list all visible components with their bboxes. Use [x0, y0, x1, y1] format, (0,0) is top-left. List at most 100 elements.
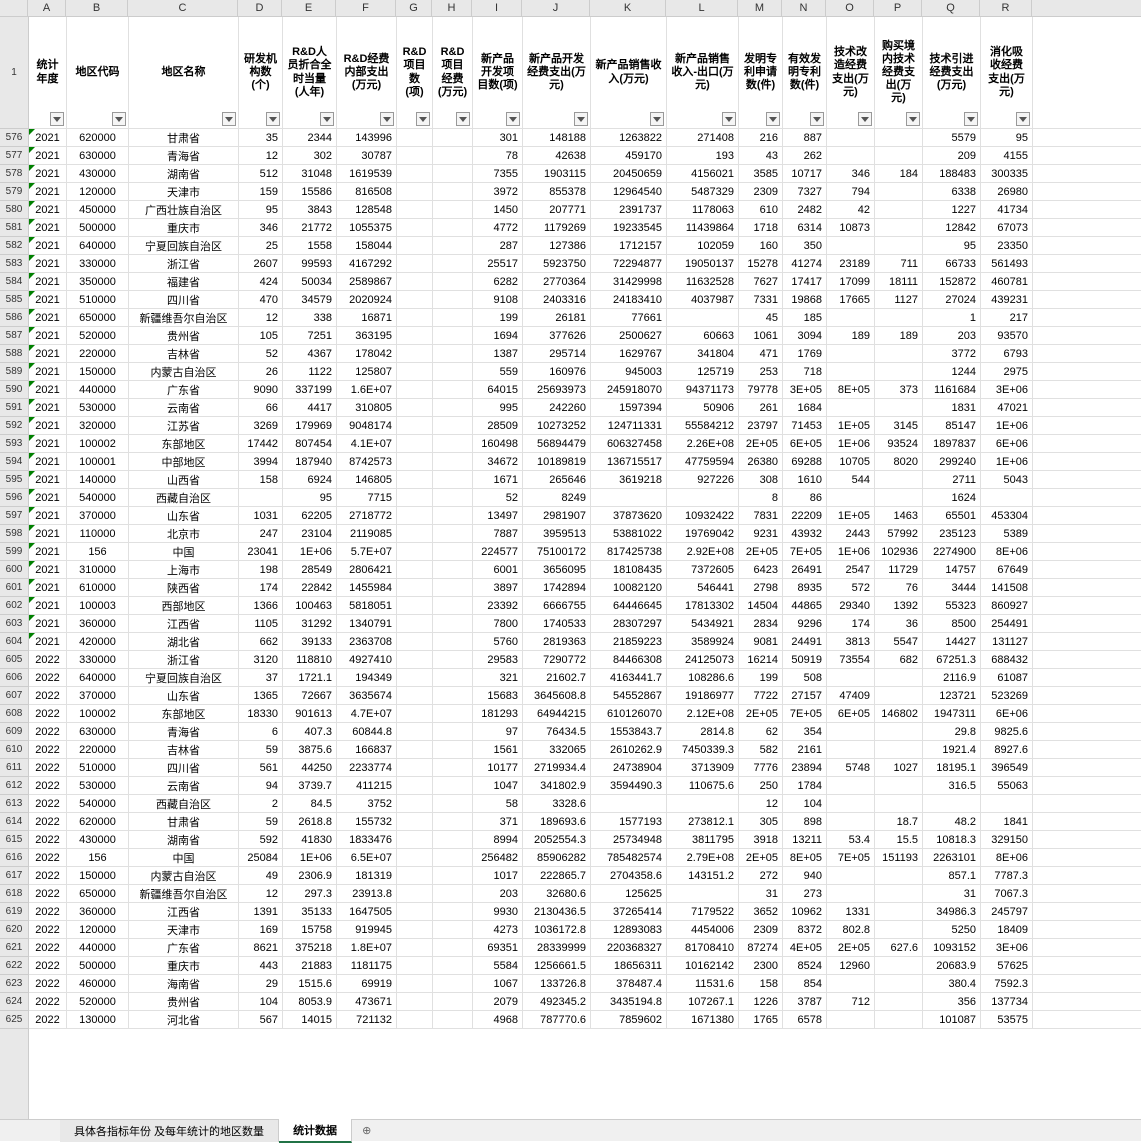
cell[interactable]: 3772	[923, 345, 981, 362]
cell[interactable]: 29.8	[923, 723, 981, 740]
cell[interactable]: 8020	[875, 453, 923, 470]
filter-dropdown-icon[interactable]	[506, 112, 520, 126]
cell[interactable]: 540000	[67, 795, 129, 812]
cell[interactable]: 26181	[523, 309, 591, 326]
cell[interactable]: 24738904	[591, 759, 667, 776]
cell[interactable]	[433, 309, 473, 326]
cell[interactable]: 2021	[29, 417, 67, 434]
cell[interactable]: 2021	[29, 327, 67, 344]
row-header[interactable]: 596	[0, 489, 28, 507]
cell[interactable]: 2E+05	[739, 849, 783, 866]
cell[interactable]: 20450659	[591, 165, 667, 182]
cell[interactable]: 1455984	[337, 579, 397, 596]
cell[interactable]: 31048	[283, 165, 337, 182]
cell[interactable]: 18409	[981, 921, 1033, 938]
column-header-B[interactable]: B	[66, 0, 128, 16]
row-header[interactable]: 623	[0, 975, 28, 993]
cell[interactable]: 620000	[67, 129, 129, 146]
cell[interactable]	[667, 489, 739, 506]
cell[interactable]: 540000	[67, 489, 129, 506]
cell[interactable]	[433, 957, 473, 974]
cell[interactable]: 山东省	[129, 507, 239, 524]
cell[interactable]: 2116.9	[923, 669, 981, 686]
cell[interactable]: 224577	[473, 543, 523, 560]
cell[interactable]: 1712157	[591, 237, 667, 254]
cell[interactable]	[875, 957, 923, 974]
cell[interactable]	[433, 651, 473, 668]
cell[interactable]: 207771	[523, 201, 591, 218]
cell[interactable]	[875, 993, 923, 1010]
cell[interactable]: 3E+06	[981, 939, 1033, 956]
cell[interactable]: 2021	[29, 183, 67, 200]
cell[interactable]: 272	[739, 867, 783, 884]
cell[interactable]: 523269	[981, 687, 1033, 704]
cell[interactable]: 102936	[875, 543, 923, 560]
row-header[interactable]: 614	[0, 813, 28, 831]
cell[interactable]: 5.7E+07	[337, 543, 397, 560]
cell[interactable]: 265646	[523, 471, 591, 488]
cell[interactable]: 220368327	[591, 939, 667, 956]
cell[interactable]: 20683.9	[923, 957, 981, 974]
cell[interactable]: 185	[783, 309, 827, 326]
cell[interactable]: 688432	[981, 651, 1033, 668]
cell[interactable]: 重庆市	[129, 957, 239, 974]
cell[interactable]	[875, 489, 923, 506]
cell[interactable]: 江西省	[129, 903, 239, 920]
cell[interactable]: 10962	[783, 903, 827, 920]
cell[interactable]: 125807	[337, 363, 397, 380]
cell[interactable]: 中部地区	[129, 453, 239, 470]
cell[interactable]: 310000	[67, 561, 129, 578]
cell[interactable]: 21883	[283, 957, 337, 974]
cell[interactable]: 25693973	[523, 381, 591, 398]
cell[interactable]: 561493	[981, 255, 1033, 272]
cell[interactable]	[397, 255, 433, 272]
cell[interactable]: 6E+06	[981, 705, 1033, 722]
cell[interactable]: 中国	[129, 849, 239, 866]
cell[interactable]: 34579	[283, 291, 337, 308]
cell[interactable]: 245797	[981, 903, 1033, 920]
cell[interactable]: 3120	[239, 651, 283, 668]
cell[interactable]: 贵州省	[129, 327, 239, 344]
cell[interactable]: 5434921	[667, 615, 739, 632]
column-header-K[interactable]: K	[590, 0, 666, 16]
cell[interactable]: 350	[783, 237, 827, 254]
cell[interactable]: 21859223	[591, 633, 667, 650]
cell[interactable]	[397, 885, 433, 902]
cell[interactable]: 1684	[783, 399, 827, 416]
cell[interactable]: 67251.3	[923, 651, 981, 668]
cell[interactable]	[397, 957, 433, 974]
cell[interactable]: 187940	[283, 453, 337, 470]
cell[interactable]	[397, 777, 433, 794]
cell[interactable]: 7372605	[667, 561, 739, 578]
cell[interactable]	[875, 921, 923, 938]
cell[interactable]: 245918070	[591, 381, 667, 398]
cell[interactable]: 2161	[783, 741, 827, 758]
cell[interactable]: 2344	[283, 129, 337, 146]
cell[interactable]: 7787.3	[981, 867, 1033, 884]
cell[interactable]: 2500627	[591, 327, 667, 344]
cell[interactable]: 250	[739, 777, 783, 794]
cell[interactable]: 6282	[473, 273, 523, 290]
cell[interactable]	[433, 435, 473, 452]
cell[interactable]: 8994	[473, 831, 523, 848]
cell[interactable]: 青海省	[129, 723, 239, 740]
cell[interactable]: 373	[875, 381, 923, 398]
cell[interactable]: 广东省	[129, 381, 239, 398]
cell[interactable]: 459170	[591, 147, 667, 164]
cell[interactable]: 1718	[739, 219, 783, 236]
cell[interactable]: 3713909	[667, 759, 739, 776]
cell[interactable]	[397, 165, 433, 182]
cell[interactable]: 329150	[981, 831, 1033, 848]
cell[interactable]: 2022	[29, 831, 67, 848]
cell[interactable]: 2021	[29, 525, 67, 542]
cell[interactable]: 西藏自治区	[129, 489, 239, 506]
cell[interactable]: 3645608.8	[523, 687, 591, 704]
cell[interactable]	[397, 273, 433, 290]
cell[interactable]: 155732	[337, 813, 397, 830]
cell[interactable]: 62205	[283, 507, 337, 524]
cell[interactable]: 2021	[29, 489, 67, 506]
cell[interactable]: 2021	[29, 255, 67, 272]
cell[interactable]: 43	[739, 147, 783, 164]
cell[interactable]: 189	[827, 327, 875, 344]
cell[interactable]: 682	[875, 651, 923, 668]
